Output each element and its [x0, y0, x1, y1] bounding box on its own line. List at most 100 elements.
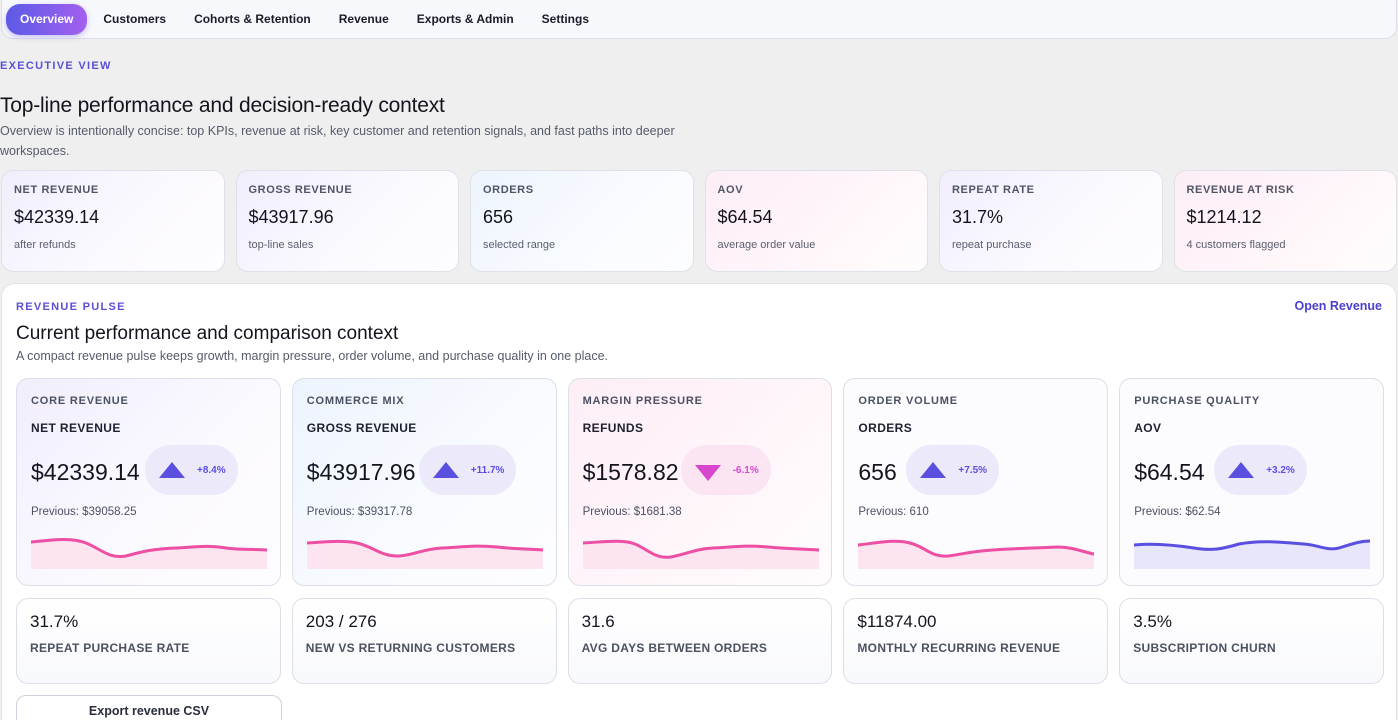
- tab-exports-admin[interactable]: Exports & Admin: [416, 11, 514, 26]
- panel-eyebrow: REVENUE PULSE: [16, 301, 126, 313]
- sparkline: [582, 539, 819, 569]
- metric-card-aov: PURCHASE QUALITY AOV $64.54 +3.2% Previo…: [1119, 378, 1384, 586]
- kpi-card-aov: AOV $64.54 average order value: [704, 170, 928, 272]
- trend-up-icon: [1228, 462, 1255, 478]
- metric-card-gross-revenue: COMMERCE MIX GROSS REVENUE $43917.96 +11…: [291, 378, 557, 586]
- delta-value: +3.2%: [1266, 464, 1295, 476]
- kpi-value: 656: [483, 207, 514, 227]
- secondary-metric-card: 203 / 276 NEW VS RETURNING CUSTOMERS: [291, 598, 557, 684]
- sparkline-area: [858, 541, 1095, 569]
- metric-value: $43917.96: [306, 459, 416, 485]
- kpi-subtext: after refunds: [14, 239, 76, 251]
- kpi-value: $1214.12: [1186, 207, 1262, 227]
- delta-value: -6.1%: [732, 464, 759, 476]
- panel-title: Current performance and comparison conte…: [16, 323, 399, 344]
- kpi-subtext: average order value: [717, 239, 816, 251]
- sparkline-line: [858, 539, 1095, 558]
- sparkline-line: [1134, 539, 1371, 551]
- kpi-label: AOV: [717, 184, 744, 196]
- secondary-metric-label: MONTHLY RECURRING REVENUE: [857, 641, 1061, 655]
- secondary-metric-value: 31.6: [581, 612, 615, 631]
- tab-revenue[interactable]: Revenue: [338, 11, 389, 26]
- delta-badge: +8.4%: [145, 445, 238, 495]
- tab-customers[interactable]: Customers: [103, 11, 167, 26]
- kpi-value: $64.54: [717, 207, 773, 227]
- metric-card-orders: ORDER VOLUME ORDERS 656 +7.5% Previous: …: [843, 378, 1109, 586]
- sparkline-line: [582, 539, 819, 559]
- kpi-subtext: selected range: [483, 239, 556, 251]
- metric-name: REFUNDS: [582, 421, 644, 435]
- metric-row: CORE REVENUE NET REVENUE $42339.14 +8.4%…: [16, 378, 1384, 586]
- trend-up-icon: [159, 462, 185, 478]
- delta-badge: -6.1%: [680, 445, 771, 495]
- panel-description: A compact revenue pulse keeps growth, ma…: [16, 349, 608, 363]
- metric-group: COMMERCE MIX: [306, 395, 405, 407]
- kpi-value: $43917.96: [248, 207, 334, 227]
- metric-card-net-revenue: CORE REVENUE NET REVENUE $42339.14 +8.4%…: [16, 378, 281, 586]
- trend-down-icon: [694, 465, 721, 481]
- metric-card-refunds: MARGIN PRESSURE REFUNDS $1578.82 -6.1% P…: [567, 378, 833, 586]
- kpi-subtext: top-line sales: [248, 239, 314, 251]
- sparkline-line: [31, 538, 267, 559]
- kpi-card-orders: ORDERS 656 selected range: [470, 170, 694, 272]
- secondary-metric-value: $11874.00: [857, 612, 937, 631]
- metric-previous: Previous: $62.54: [1134, 506, 1221, 518]
- metric-name: GROSS REVENUE: [306, 421, 417, 435]
- metric-previous: Previous: $39058.25: [31, 506, 137, 518]
- kpi-card-gross-revenue: GROSS REVENUE $43917.96 top-line sales: [235, 170, 459, 272]
- page-description: Overview is intentionally concise: top K…: [0, 124, 675, 158]
- sparkline: [306, 539, 543, 569]
- kpi-subtext: 4 customers flagged: [1186, 239, 1286, 251]
- kpi-label: REVENUE AT RISK: [1186, 184, 1295, 196]
- kpi-card-net-revenue: NET REVENUE $42339.14 after refunds: [1, 170, 225, 272]
- sparkline-area: [582, 541, 819, 569]
- sparkline: [31, 538, 267, 569]
- delta-value: +11.7%: [470, 464, 505, 476]
- top-nav: Overview Customers Cohorts & Retention R…: [1, 0, 1397, 39]
- open-revenue-link[interactable]: Open Revenue: [1294, 299, 1382, 313]
- metric-name: NET REVENUE: [31, 421, 121, 435]
- sparkline: [1134, 539, 1371, 569]
- kpi-value: $42339.14: [14, 207, 100, 227]
- metric-value: $1578.82: [582, 459, 679, 485]
- delta-badge: +3.2%: [1214, 445, 1307, 495]
- secondary-metric-value: 31.7%: [30, 612, 79, 631]
- kpi-label: REPEAT RATE: [952, 184, 1035, 196]
- kpi-label: ORDERS: [483, 184, 534, 196]
- metric-value: 656: [858, 459, 897, 485]
- secondary-metric-label: AVG DAYS BETWEEN ORDERS: [581, 641, 768, 655]
- revenue-pulse-panel: REVENUE PULSE Open Revenue Current perfo…: [1, 283, 1397, 720]
- secondary-metric-card: $11874.00 MONTHLY RECURRING REVENUE: [843, 598, 1109, 684]
- metric-group: CORE REVENUE: [31, 395, 129, 407]
- secondary-metric-card: 31.6 AVG DAYS BETWEEN ORDERS: [567, 598, 833, 684]
- tab-overview[interactable]: Overview: [6, 3, 88, 35]
- delta-value: +8.4%: [197, 464, 226, 476]
- secondary-metric-card: 31.7% REPEAT PURCHASE RATE: [16, 598, 281, 684]
- sparkline: [858, 539, 1095, 569]
- sparkline-area: [306, 541, 543, 569]
- secondary-metric-card: 3.5% SUBSCRIPTION CHURN: [1119, 598, 1384, 684]
- export-revenue-csv-button[interactable]: Export revenue CSV: [16, 695, 282, 720]
- secondary-metric-label: REPEAT PURCHASE RATE: [30, 641, 190, 655]
- metric-name: AOV: [1134, 421, 1162, 435]
- page-title: Top-line performance and decision-ready …: [0, 94, 445, 117]
- metric-group: ORDER VOLUME: [858, 395, 958, 407]
- metric-value: $64.54: [1134, 459, 1205, 485]
- sparkline-area: [31, 539, 267, 569]
- section-eyebrow: EXECUTIVE VIEW: [0, 60, 112, 72]
- metric-previous: Previous: $1681.38: [582, 506, 682, 518]
- metric-name: ORDERS: [858, 421, 913, 435]
- secondary-metric-value: 3.5%: [1133, 612, 1172, 631]
- trend-up-icon: [920, 462, 947, 478]
- tab-settings[interactable]: Settings: [541, 11, 590, 26]
- sparkline-line: [306, 539, 543, 558]
- metric-group: PURCHASE QUALITY: [1134, 395, 1261, 407]
- kpi-card-repeat-rate: REPEAT RATE 31.7% repeat purchase: [939, 170, 1163, 272]
- kpi-label: GROSS REVENUE: [248, 184, 353, 196]
- tab-cohorts-retention[interactable]: Cohorts & Retention: [194, 11, 311, 26]
- kpi-value: 31.7%: [952, 207, 1004, 227]
- metric-group: MARGIN PRESSURE: [582, 395, 703, 407]
- metric-previous: Previous: $39317.78: [306, 506, 413, 518]
- secondary-metric-label: SUBSCRIPTION CHURN: [1133, 641, 1276, 655]
- secondary-metrics-row: 31.7% REPEAT PURCHASE RATE 203 / 276 NEW…: [16, 598, 1384, 684]
